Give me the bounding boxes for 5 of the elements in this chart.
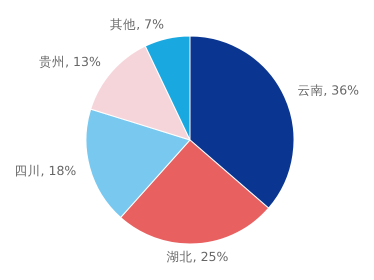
slice-label: 湖北, 25% (166, 249, 228, 264)
slice-label: 贵州, 13% (39, 54, 101, 70)
slice-label: 四川, 18% (14, 162, 76, 178)
slice-label: 其他, 7% (110, 16, 164, 32)
slice-label: 云南, 36% (297, 82, 360, 98)
